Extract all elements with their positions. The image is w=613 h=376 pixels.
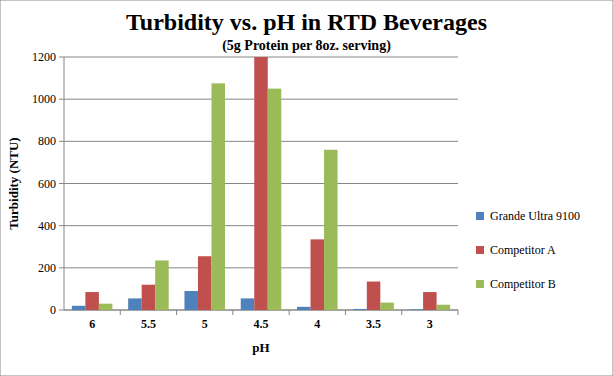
y-tick-label: 600 [38,177,56,191]
x-tick-label: 4.5 [254,317,269,331]
bar [99,304,113,310]
legend-swatch [476,212,484,220]
bar [142,285,156,310]
bar [437,305,451,310]
y-axis [64,57,65,310]
title: Turbidity vs. pH in RTD Beverages [126,9,487,35]
bar [380,303,394,310]
legend-label: Competitor B [490,277,556,291]
y-tick [59,99,64,100]
y-tick-label: 200 [38,261,56,275]
x-tick-label: 5 [202,317,208,331]
x-tick-label: 4 [314,317,320,331]
x-tick-label: 5.5 [141,317,156,331]
x-tick [232,310,233,315]
bars [72,57,450,310]
y-tick-label: 1000 [32,92,56,106]
y-tick-label: 0 [50,303,56,317]
x-axis-label: pH [252,340,269,355]
bar [254,57,268,310]
chart: Turbidity vs. pH in RTD Beverages (5g Pro… [0,0,613,376]
bar [268,89,282,310]
y-tick [59,141,64,142]
y-tick [59,225,64,226]
legend-label: Grande Ultra 9100 [490,209,580,223]
y-tick-label: 800 [38,134,56,148]
bar [211,83,225,310]
legend-swatch [476,246,484,254]
x-tick [176,310,177,315]
x-tick-label: 6 [89,317,95,331]
subtitle: (5g Protein per 8oz. serving) [222,38,391,54]
x-tick [289,310,290,315]
bar [198,256,212,310]
chart-root: Turbidity vs. pH in RTD Beverages (5g Pro… [0,0,613,376]
y-tick [59,57,64,58]
y-tick [59,183,64,184]
bar [155,260,169,310]
bar [311,239,325,310]
x-tick [401,310,402,315]
legend-label: Competitor A [490,243,556,257]
bar [367,282,381,310]
y-tick [59,310,64,311]
bar [241,298,255,310]
bar [423,292,437,310]
y-tick-label: 400 [38,219,56,233]
bar [184,291,198,310]
x-tick-label: 3.5 [366,317,381,331]
x-tick [458,310,459,315]
bar [297,307,311,310]
bar [128,298,142,310]
bar [85,292,99,310]
x-tick-label: 3 [427,317,433,331]
x-tick [120,310,121,315]
legend-swatch [476,280,484,288]
background [0,0,613,376]
y-tick-label: 1200 [32,50,56,64]
y-axis-label: Turbidity (NTU) [6,137,21,229]
bar [324,150,338,310]
x-tick [345,310,346,315]
bar [72,306,86,310]
bar [410,309,424,310]
y-tick [59,267,64,268]
bar [353,309,367,310]
